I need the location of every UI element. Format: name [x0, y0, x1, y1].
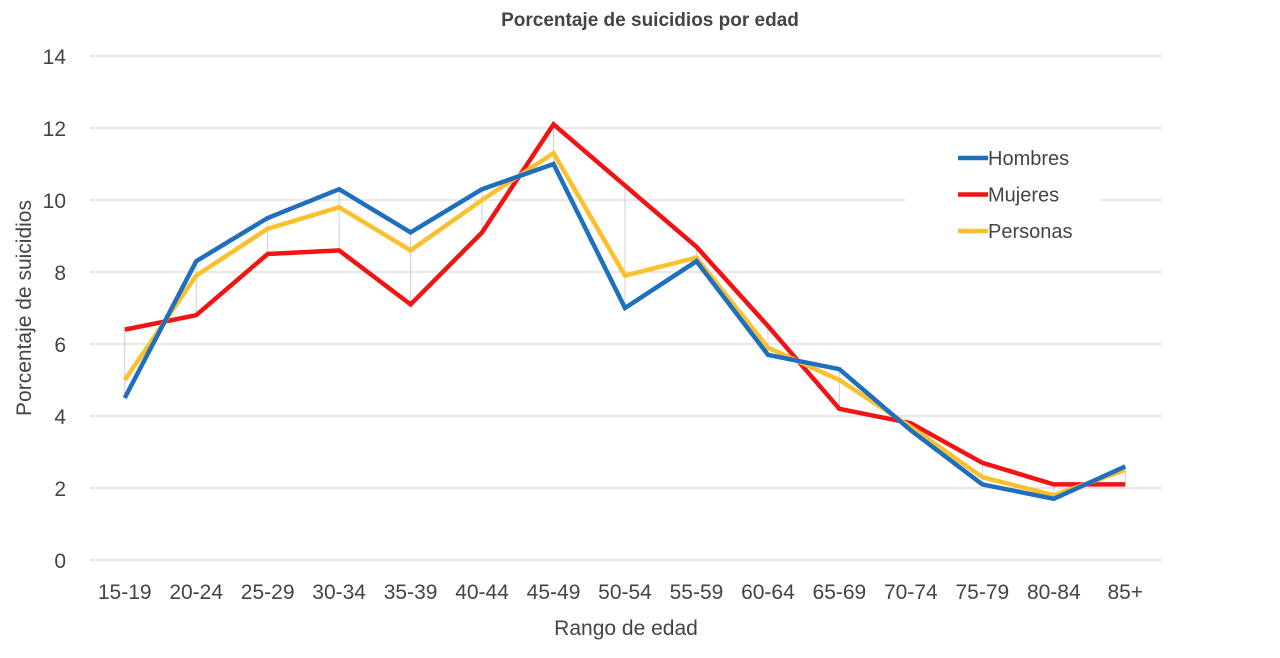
y-tick-label: 10 [43, 190, 66, 213]
x-tick-label: 80-84 [1027, 581, 1081, 604]
y-axis-label: Porcentaje de suicidios [13, 200, 36, 416]
series-line-hombres [122, 161, 1127, 502]
series-line-personas [122, 150, 1127, 498]
x-tick-label: 60-64 [741, 581, 795, 604]
legend-background [905, 138, 1100, 248]
y-tick-label: 12 [43, 118, 66, 141]
series-line-mujeres [124, 121, 1126, 487]
legend-label: Personas [988, 221, 1073, 243]
x-tick-label: 85+ [1107, 581, 1143, 604]
y-tick-label: 4 [54, 406, 66, 429]
x-tick-label: 50-54 [598, 581, 652, 604]
y-tick-label: 0 [54, 550, 66, 573]
x-tick-label: 45-49 [527, 581, 581, 604]
y-tick-label: 6 [54, 334, 66, 357]
x-tick-label: 15-19 [98, 581, 152, 604]
x-tick-label: 55-59 [670, 581, 724, 604]
x-tick-label: 40-44 [455, 581, 509, 604]
y-tick-label: 8 [54, 262, 66, 285]
chart-title: Porcentaje de suicidios por edad [501, 10, 799, 31]
y-tick-label: 2 [54, 478, 66, 501]
x-tick-label: 30-34 [312, 581, 366, 604]
x-axis-label: Rango de edad [554, 617, 698, 640]
x-tick-label: 20-24 [169, 581, 223, 604]
x-tick-label: 35-39 [384, 581, 438, 604]
x-tick-label: 25-29 [241, 581, 295, 604]
legend-label: Mujeres [988, 185, 1059, 207]
x-tick-label: 75-79 [955, 581, 1009, 604]
x-tick-label: 70-74 [884, 581, 938, 604]
y-tick-label: 14 [43, 46, 67, 69]
legend-label: Hombres [988, 148, 1069, 170]
x-tick-label: 65-69 [813, 581, 867, 604]
